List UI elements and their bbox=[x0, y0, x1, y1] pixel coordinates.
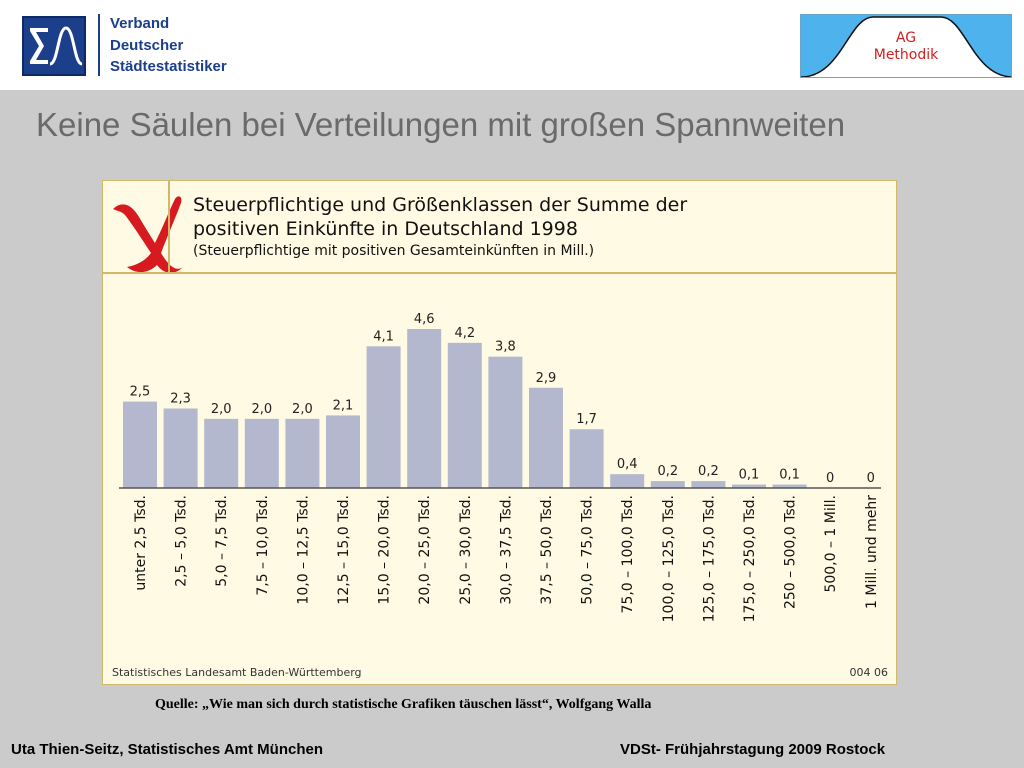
bar-value-label: 0,1 bbox=[739, 468, 760, 483]
bar bbox=[691, 481, 726, 488]
ag-logo-line-2: Methodik bbox=[873, 47, 939, 63]
slide-title: Keine Säulen bei Verteilungen mit großen… bbox=[36, 106, 846, 143]
bar bbox=[407, 329, 442, 488]
chart-title-line-1: Steuerpflichtige und Größenklassen der S… bbox=[193, 194, 687, 216]
bar bbox=[447, 342, 482, 488]
category-label: 500,0 – 1 Mill. bbox=[823, 495, 839, 593]
source-note: Quelle: „Wie man sich durch statistische… bbox=[155, 697, 652, 712]
bar bbox=[163, 408, 198, 488]
bar-value-label: 4,6 bbox=[414, 312, 435, 327]
category-label: 75,0 – 100,0 Tsd. bbox=[620, 495, 636, 613]
bar bbox=[732, 484, 766, 488]
bar-value-label: 2,9 bbox=[536, 371, 557, 386]
category-label: 175,0 – 250,0 Tsd. bbox=[742, 495, 758, 622]
sigma-curve-icon bbox=[30, 26, 83, 66]
bar-chart: Steuerpflichtige und Größenklassen der S… bbox=[103, 181, 896, 679]
red-cross-mark-icon bbox=[113, 196, 183, 273]
bar-value-label: 4,2 bbox=[454, 326, 475, 341]
footer-author: Uta Thien-Seitz, Statistisches Amt Münch… bbox=[11, 741, 323, 758]
category-label: 25,0 – 30,0 Tsd. bbox=[458, 495, 474, 605]
category-label: 100,0 – 125,0 Tsd. bbox=[661, 495, 677, 622]
bar bbox=[529, 387, 563, 488]
bar bbox=[610, 474, 645, 488]
bar bbox=[366, 346, 401, 488]
bar-value-label: 0,2 bbox=[698, 464, 719, 479]
bar-value-label: 0,2 bbox=[657, 464, 678, 479]
bar-value-label: 0 bbox=[826, 471, 834, 486]
bar-value-label: 0 bbox=[867, 471, 875, 486]
bell-curve-icon bbox=[801, 16, 1011, 77]
bar-value-label: 2,1 bbox=[333, 398, 354, 413]
bar-value-label: 0,1 bbox=[779, 468, 800, 483]
bar bbox=[650, 481, 685, 488]
bar-value-label: 3,8 bbox=[495, 340, 516, 355]
ag-methodik-logo: AG Methodik bbox=[800, 14, 1012, 78]
bar-value-label: 2,0 bbox=[211, 402, 232, 417]
bar-value-label: 2,0 bbox=[251, 402, 272, 417]
category-label: 10,0 – 12,5 Tsd. bbox=[295, 495, 311, 605]
bar-value-label: 2,5 bbox=[130, 385, 151, 400]
logo-divider bbox=[98, 14, 100, 76]
bars: 2,5 unter 2,5 Tsd. 2,3 2,5 – 5,0 Tsd. 2,0 5,0… bbox=[123, 312, 880, 622]
bar bbox=[326, 415, 360, 488]
chart-code: 004 06 bbox=[850, 666, 889, 679]
vds-name-line-1: Verband bbox=[110, 15, 170, 32]
category-label: 125,0 – 175,0 Tsd. bbox=[701, 495, 717, 622]
chart-title-line-2: positiven Einkünfte in Deutschland 1998 bbox=[193, 218, 578, 240]
bar bbox=[488, 356, 523, 488]
vds-name-line-3: Städtestatistiker bbox=[110, 58, 227, 75]
category-label: 50,0 – 75,0 Tsd. bbox=[580, 495, 596, 605]
category-label: 5,0 – 7,5 Tsd. bbox=[214, 495, 230, 587]
bar bbox=[569, 429, 604, 488]
bar bbox=[204, 418, 239, 488]
category-label: 15,0 – 20,0 Tsd. bbox=[377, 495, 393, 605]
vds-name-line-2: Deutscher bbox=[110, 37, 184, 54]
bar-value-label: 1,7 bbox=[576, 412, 597, 427]
category-label: unter 2,5 Tsd. bbox=[133, 495, 149, 591]
category-label: 250 – 500,0 Tsd. bbox=[783, 495, 799, 609]
chart-panel: Steuerpflichtige und Größenklassen der S… bbox=[102, 180, 897, 685]
bar bbox=[244, 418, 279, 488]
vds-logo bbox=[22, 16, 86, 76]
chart-source: Statistisches Landesamt Baden-Württember… bbox=[112, 666, 362, 679]
category-label: 12,5 – 15,0 Tsd. bbox=[336, 495, 352, 605]
category-label: 1 Mill. und mehr bbox=[864, 495, 880, 609]
category-label: 30,0 – 37,5 Tsd. bbox=[498, 495, 514, 605]
bar bbox=[772, 484, 807, 488]
ag-logo-line-1: AG bbox=[895, 30, 917, 46]
bar bbox=[123, 401, 157, 488]
bar-value-label: 2,0 bbox=[292, 402, 313, 417]
bar-value-label: 2,3 bbox=[170, 392, 191, 407]
header-bar: Verband Deutscher Städtestatistiker AG M… bbox=[0, 0, 1024, 90]
bar-value-label: 0,4 bbox=[617, 457, 638, 472]
category-label: 7,5 – 10,0 Tsd. bbox=[255, 495, 271, 596]
category-label: 37,5 – 50,0 Tsd. bbox=[539, 495, 555, 605]
bar-value-label: 4,1 bbox=[373, 329, 394, 344]
chart-subtitle: (Steuerpflichtige mit positiven Gesamtei… bbox=[193, 243, 594, 259]
footer-event: VDSt- Frühjahrstagung 2009 Rostock bbox=[620, 741, 886, 758]
category-label: 20,0 – 25,0 Tsd. bbox=[417, 495, 433, 605]
category-label: 2,5 – 5,0 Tsd. bbox=[174, 495, 190, 587]
bar bbox=[285, 418, 320, 488]
